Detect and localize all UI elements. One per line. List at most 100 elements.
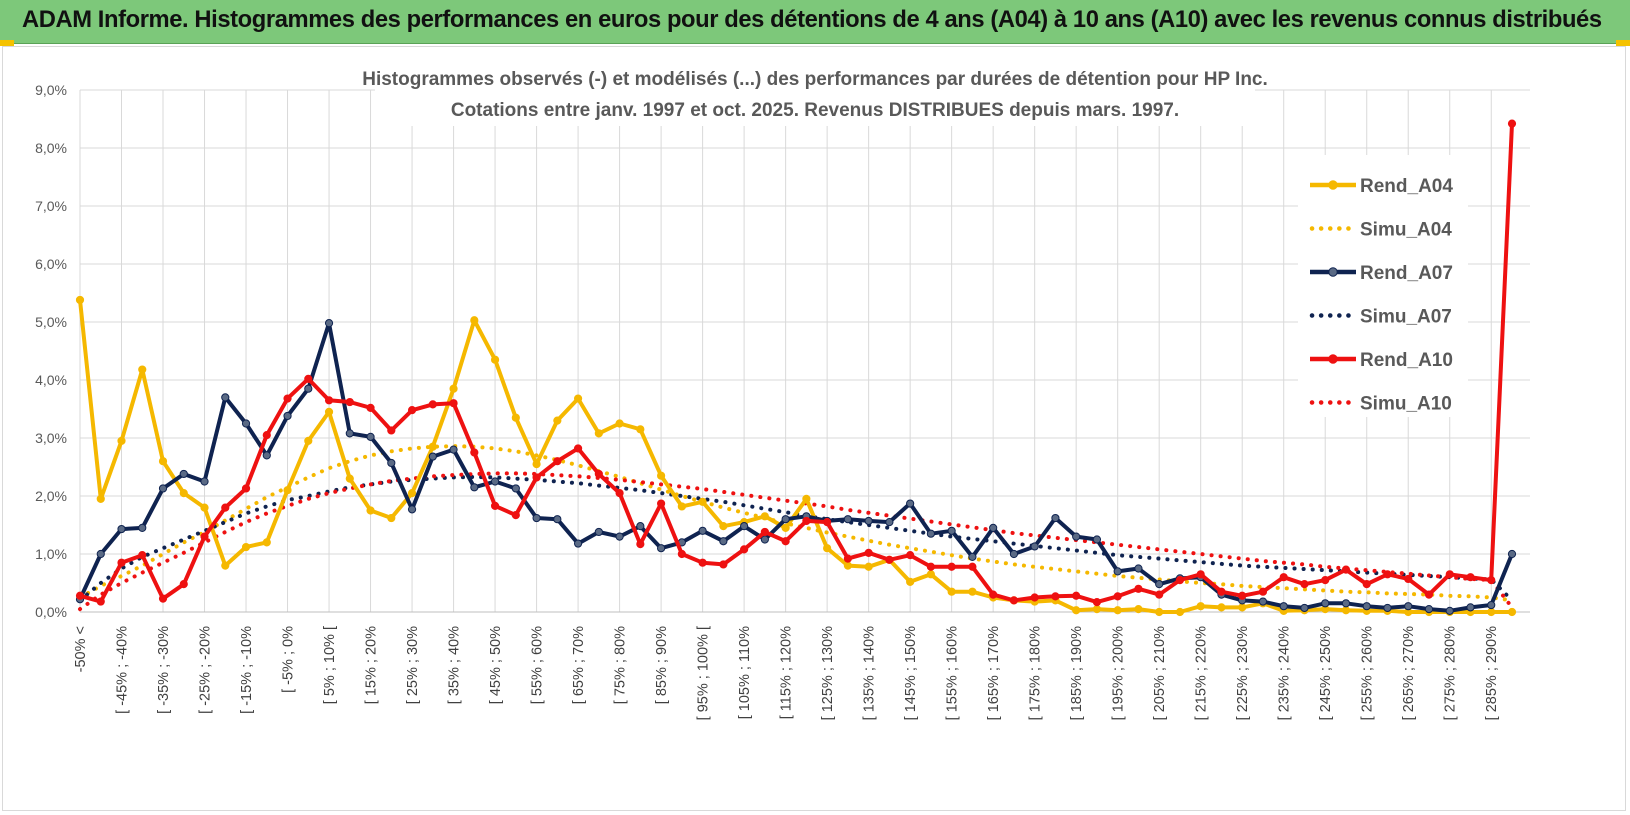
data-point: [573, 539, 583, 548]
banner-accent-right: [1616, 40, 1630, 46]
data-point: [573, 444, 583, 453]
data-point: [407, 505, 417, 514]
data-point: [221, 393, 230, 402]
data-point: [553, 457, 562, 466]
x-tick-label: [ -45% ; -40%: [115, 626, 131, 714]
x-tick-label: [ 65% ; 70%: [571, 626, 587, 704]
data-point: [740, 545, 749, 554]
data-point: [1321, 576, 1330, 585]
y-tick-label: 8,0%: [35, 140, 67, 156]
data-point: [885, 518, 894, 527]
data-point: [906, 577, 915, 586]
data-point: [1217, 587, 1226, 596]
data-point: [1009, 596, 1019, 605]
data-point: [428, 452, 437, 461]
data-point: [1466, 603, 1475, 612]
data-point: [1155, 607, 1164, 617]
data-point: [573, 394, 583, 403]
data-point: [1134, 584, 1143, 593]
data-point: [1404, 574, 1413, 584]
data-point: [324, 407, 334, 416]
data-point: [1072, 591, 1081, 600]
legend-label: Rend_A04: [1360, 176, 1453, 197]
legend-label: Simu_A10: [1360, 394, 1452, 415]
data-point: [636, 540, 645, 549]
data-point: [449, 445, 458, 454]
x-tick-label: [ 235% ; 240%: [1277, 626, 1293, 720]
data-series: [75, 119, 1517, 617]
data-point: [1487, 576, 1496, 585]
data-point: [532, 473, 541, 482]
data-point: [283, 394, 292, 403]
data-point: [781, 515, 790, 524]
data-point: [96, 494, 105, 503]
data-point: [594, 429, 603, 438]
data-point: [1507, 119, 1517, 128]
legend-item: Rend_A10: [1310, 350, 1453, 371]
data-point: [158, 484, 168, 493]
data-point: [200, 477, 209, 486]
data-point: [989, 590, 998, 599]
data-point: [1321, 599, 1330, 608]
data-point: [1113, 567, 1122, 576]
x-tick-label: [ 25% ; 30%: [405, 626, 421, 704]
data-point: [449, 384, 458, 393]
data-point: [781, 537, 790, 546]
data-point: [1300, 603, 1309, 613]
data-point: [657, 499, 666, 508]
x-tick-label: [ 225% ; 230%: [1235, 626, 1251, 720]
data-point: [200, 503, 209, 512]
x-tick-label: [ 45% ; 50%: [488, 626, 504, 704]
data-point: [968, 587, 977, 596]
data-point: [96, 549, 105, 559]
data-point: [1134, 605, 1143, 614]
data-point: [594, 527, 603, 537]
legend-item: Simu_A04: [1309, 220, 1452, 241]
data-point: [1155, 580, 1164, 589]
data-point: [1030, 593, 1039, 602]
x-tick-label: [ 35% ; 40%: [447, 626, 463, 704]
data-point: [1341, 606, 1351, 615]
data-point: [968, 562, 977, 571]
legend-background: [1298, 155, 1468, 417]
data-point: [96, 597, 105, 606]
legend-label: Rend_A07: [1360, 263, 1453, 284]
x-tick-label: [ 265% ; 270%: [1401, 626, 1417, 720]
data-point: [864, 516, 873, 526]
data-point: [740, 522, 749, 531]
x-tick-label: [ -5% ; 0%: [281, 626, 297, 693]
data-point: [1445, 606, 1454, 615]
series-line: [78, 471, 1514, 612]
data-point: [719, 522, 728, 531]
x-axis-ticks: -50% < [ -45% ; -40% [ -35% ; -30% [ -25% ;…: [73, 626, 1500, 720]
y-tick-label: 1,0%: [35, 546, 67, 562]
data-point: [283, 411, 292, 421]
data-point: [1279, 573, 1288, 582]
data-point: [1030, 542, 1039, 551]
data-point: [760, 535, 769, 544]
y-axis-ticks: 0,0% 1,0% 2,0% 3,0% 4,0% 5,0% 6,0% 7,0% 8,0% 9,0%: [35, 82, 67, 620]
data-point: [117, 558, 126, 567]
data-point: [511, 484, 520, 493]
data-point: [428, 400, 437, 409]
data-point: [1113, 592, 1122, 601]
chart-title-group: Histogrammes observés (-) et modélisés (…: [362, 60, 1268, 126]
data-point: [138, 523, 147, 533]
data-point: [511, 511, 520, 520]
legend-marker: [1328, 267, 1338, 277]
data-point: [802, 516, 811, 526]
legend-item: Simu_A10: [1309, 394, 1452, 415]
data-point: [1424, 590, 1434, 599]
data-point: [262, 431, 271, 440]
data-point: [75, 591, 85, 600]
series-rend-a07: [75, 319, 1517, 615]
data-point: [947, 526, 956, 535]
data-point: [615, 489, 624, 498]
legend-item: Simu_A07: [1309, 307, 1452, 328]
data-point: [470, 316, 479, 325]
x-tick-label: [ 145% ; 150%: [903, 626, 919, 720]
data-point: [1072, 606, 1081, 615]
data-point: [760, 527, 769, 537]
data-point: [1072, 532, 1081, 541]
data-point: [657, 544, 666, 553]
